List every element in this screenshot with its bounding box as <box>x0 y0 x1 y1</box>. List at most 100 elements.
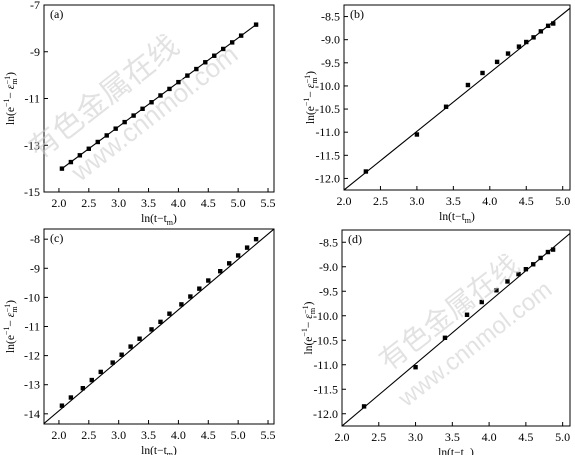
panel-label: (a) <box>50 7 63 21</box>
x-tick-label: 4.5 <box>201 428 216 442</box>
data-point <box>218 269 223 274</box>
data-point <box>480 70 485 76</box>
y-tick-label: -10.0 <box>315 79 340 93</box>
x-axis-title: ln(t−tm) <box>141 445 177 455</box>
data-point <box>523 267 529 272</box>
y-tick-label: -9 <box>30 45 40 59</box>
x-axis-title: ln(t−tm) <box>439 211 475 225</box>
data-point <box>361 404 367 409</box>
x-tick-label: 5.0 <box>231 196 246 210</box>
y-axis-title: ln(e−1− εm−1) <box>300 301 317 354</box>
data-point <box>545 249 551 255</box>
data-point <box>531 35 536 40</box>
x-tick-label: 4.0 <box>171 196 186 210</box>
x-tick-label: 3.0 <box>408 430 423 444</box>
data-point <box>158 319 163 325</box>
x-tick-label: 2.0 <box>51 428 66 442</box>
data-point <box>413 365 418 370</box>
data-point <box>77 153 83 158</box>
data-point <box>516 271 521 277</box>
x-tick-label: 4.5 <box>518 430 533 444</box>
data-point <box>442 335 448 340</box>
panel-label: (d) <box>348 232 362 246</box>
y-tick-label: -11 <box>24 320 40 334</box>
y-axis-title: ln(e−1− εm−1) <box>302 71 319 124</box>
x-tick-label: 2.0 <box>337 194 352 208</box>
y-tick-label: -12.0 <box>315 171 340 185</box>
data-point <box>167 311 172 316</box>
data-point <box>505 279 510 284</box>
x-tick-label: 4.5 <box>201 196 216 210</box>
y-tick-label: -10.5 <box>313 333 338 347</box>
y-tick-label: -14 <box>24 407 40 421</box>
data-point <box>538 255 543 261</box>
chart-panel-1: 2.0 2.5 3.0 3.5 4.0 4.5 5.0 5.5 -15 -13 -11 -9 -7 (a)… <box>2 0 276 227</box>
y-tick-label: -8.5 <box>319 235 338 249</box>
data-point <box>253 236 259 242</box>
x-tick-label: 3.0 <box>409 194 424 208</box>
panel-label: (c) <box>50 231 63 245</box>
data-point <box>414 132 420 137</box>
data-point <box>95 139 100 145</box>
data-point <box>113 126 118 131</box>
plot-frame <box>341 229 571 427</box>
data-point <box>253 22 259 27</box>
data-point <box>551 21 556 26</box>
data-point <box>516 44 522 49</box>
x-tick-label: 5.0 <box>231 428 246 442</box>
data-point <box>244 245 250 250</box>
x-axis-title: ln(t−tm) <box>438 447 474 455</box>
data-point <box>538 29 544 34</box>
data-point <box>494 59 500 65</box>
y-tick-label: -11 <box>24 92 40 106</box>
y-tick-label: -15 <box>24 185 40 199</box>
x-tick-label: 5.0 <box>555 430 570 444</box>
x-tick-label: 5.5 <box>261 428 276 442</box>
data-point <box>149 327 154 332</box>
data-point <box>188 294 193 299</box>
data-point <box>221 46 226 52</box>
data-point <box>197 286 202 291</box>
data-point <box>176 79 181 85</box>
data-point <box>80 386 86 391</box>
data-point <box>235 253 241 258</box>
data-point <box>505 51 511 56</box>
data-point <box>203 60 208 65</box>
data-point <box>479 299 484 305</box>
data-point <box>494 288 499 293</box>
data-point <box>465 82 471 88</box>
y-tick-label: -12.0 <box>313 407 338 421</box>
y-tick-label: -9 <box>30 261 40 275</box>
x-tick-label: 3.5 <box>446 194 461 208</box>
x-tick-label: 5.5 <box>261 196 276 210</box>
y-tick-label: -11.0 <box>315 125 340 139</box>
fit-line <box>44 229 274 424</box>
fit-line <box>344 7 570 190</box>
chart-panel-2: 2.0 2.5 3.0 3.5 4.0 4.5 5.0 -8.5 -9.0 -9.5 -10.0 -1… <box>302 4 571 225</box>
x-tick-label: 4.5 <box>519 194 534 208</box>
y-tick-label: -9.0 <box>321 33 340 47</box>
plot-frame <box>343 4 571 191</box>
x-tick-label: 4.0 <box>482 194 497 208</box>
data-point <box>128 344 133 349</box>
data-point <box>524 39 529 45</box>
y-tick-label: -8 <box>30 232 40 246</box>
panel-label: (b) <box>350 7 364 21</box>
y-tick-label: -10 <box>24 290 40 304</box>
x-tick-label: 4.0 <box>482 430 497 444</box>
x-tick-label: 3.5 <box>445 430 460 444</box>
x-tick-label: 3.0 <box>111 196 126 210</box>
y-tick-label: -8.5 <box>321 10 340 24</box>
x-tick-label: 2.5 <box>81 428 96 442</box>
data-point <box>212 53 217 58</box>
y-tick-label: -10.0 <box>313 309 338 323</box>
x-tick-label: 3.5 <box>141 428 156 442</box>
x-tick-label: 5.0 <box>555 194 570 208</box>
data-point <box>194 66 199 72</box>
data-point <box>550 247 556 252</box>
x-tick-label: 2.0 <box>51 196 66 210</box>
x-tick-label: 3.0 <box>111 428 126 442</box>
x-tick-label: 4.0 <box>171 428 186 442</box>
data-point <box>86 146 92 151</box>
chart-panel-4: 2.0 2.5 3.0 3.5 4.0 4.5 5.0 -8.5 -9.0 -9.5 -10.0 -1… <box>300 229 571 455</box>
